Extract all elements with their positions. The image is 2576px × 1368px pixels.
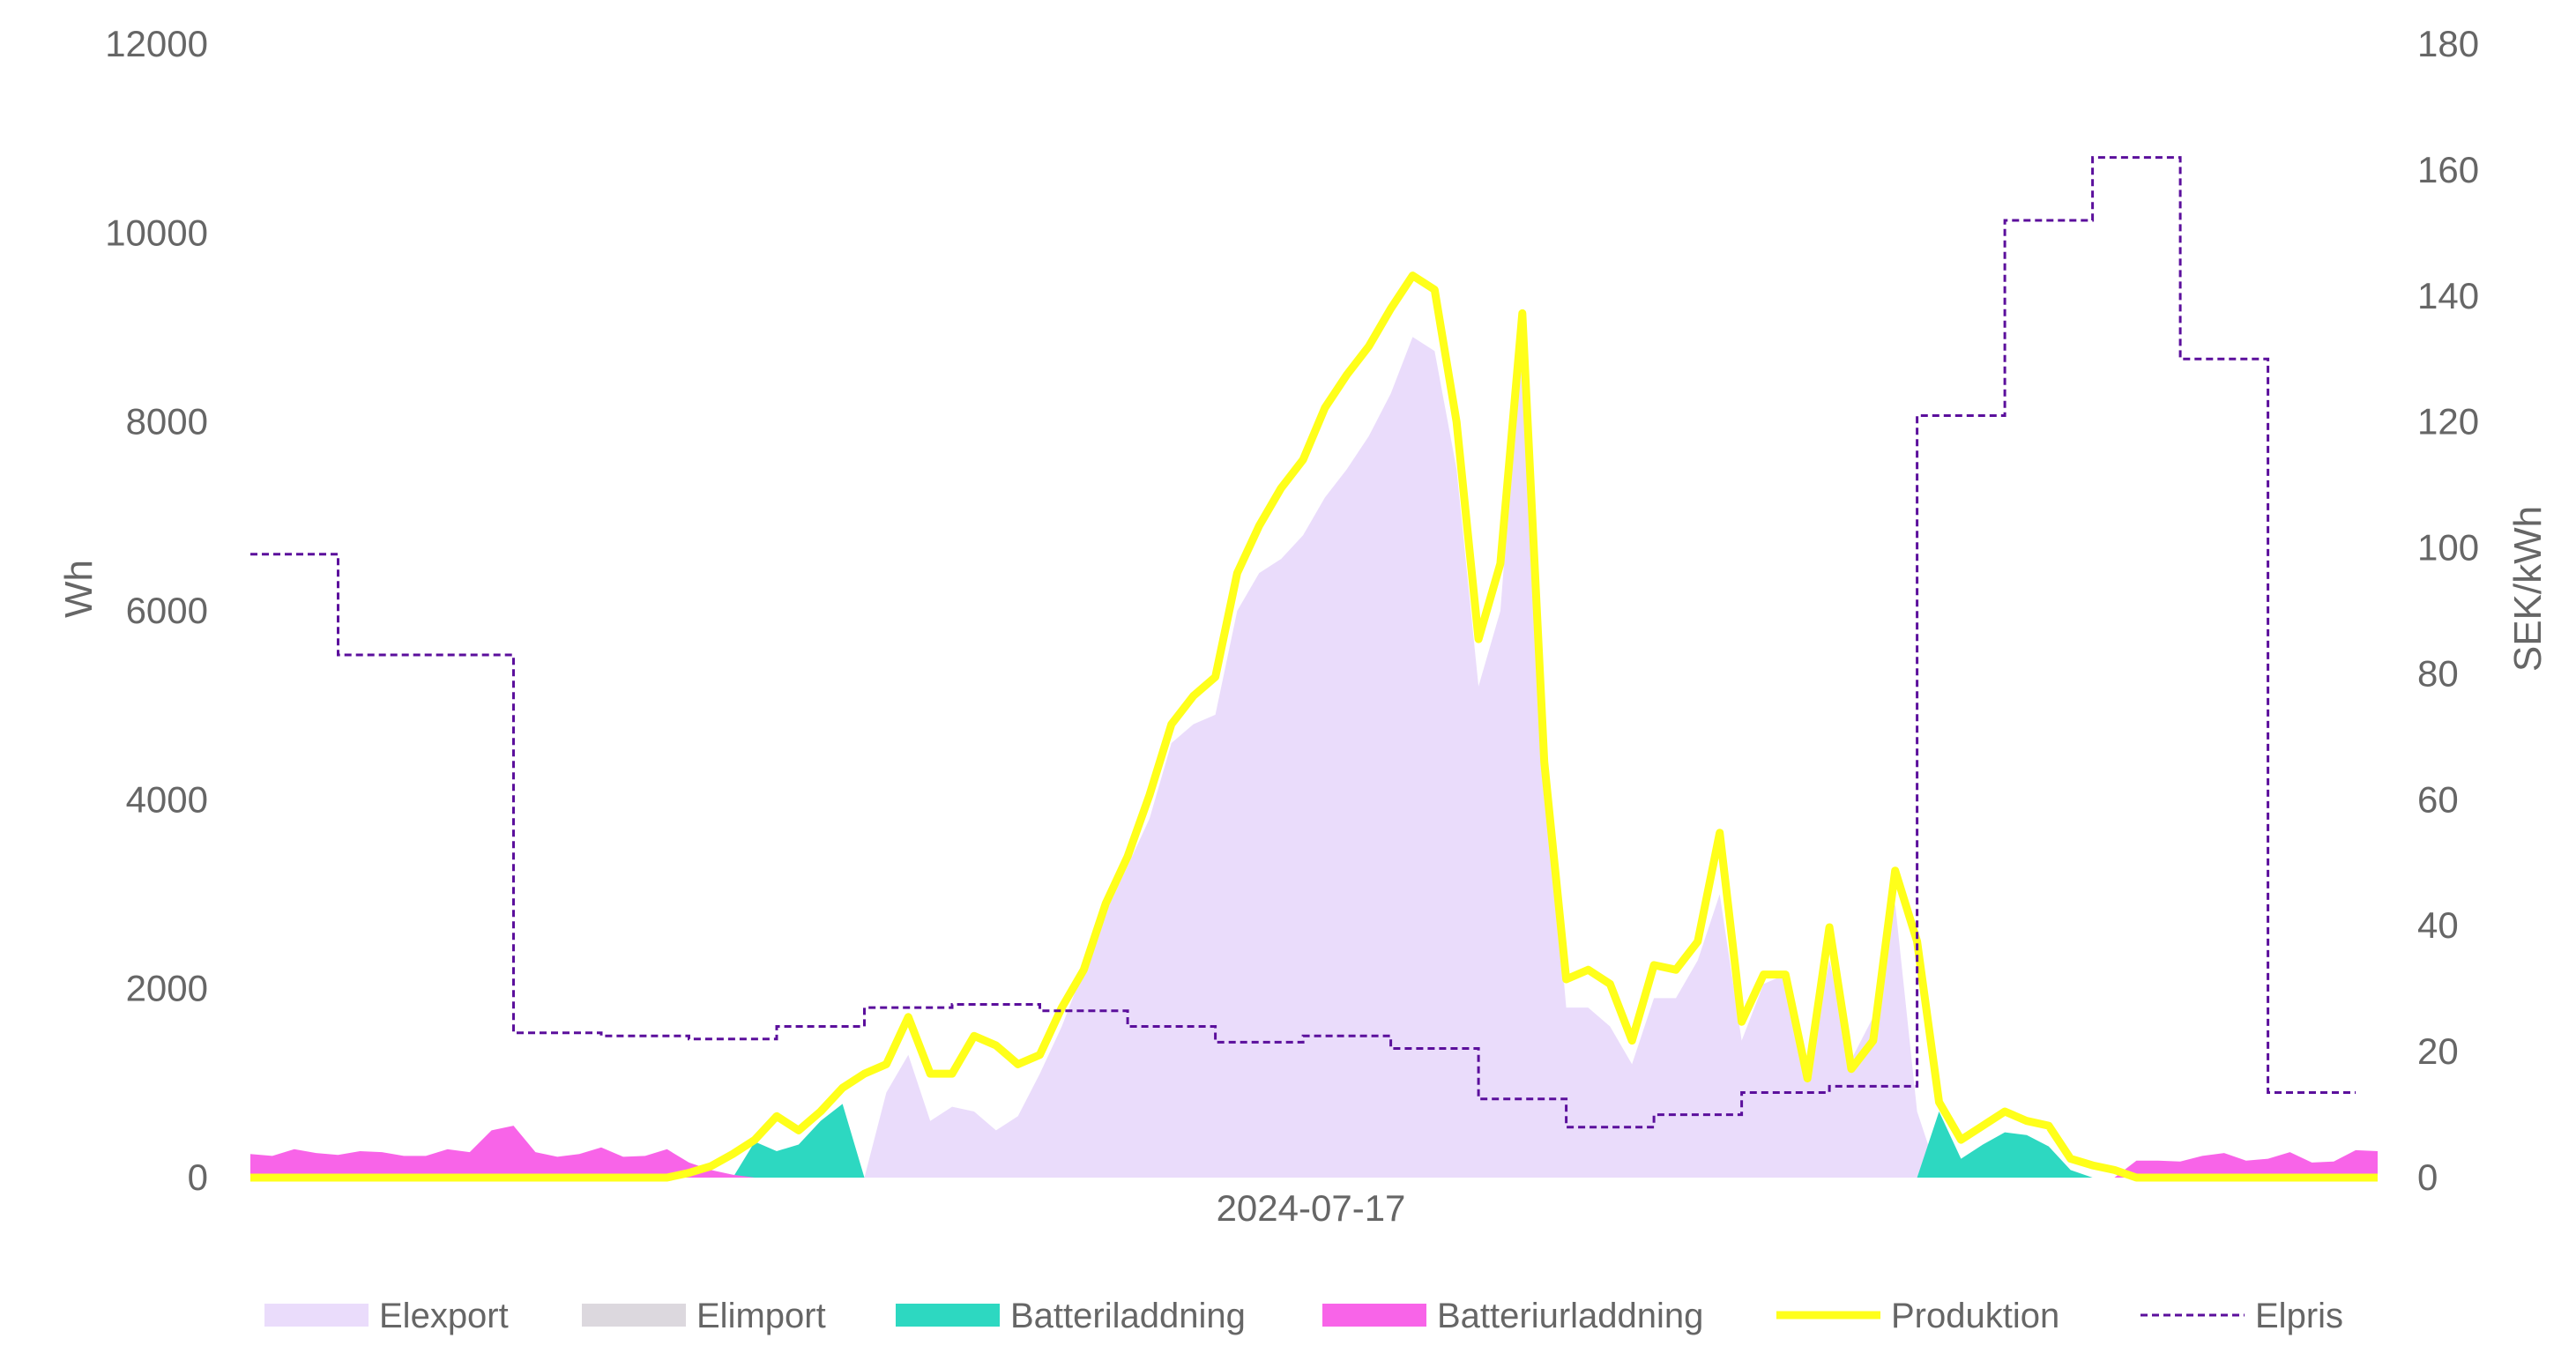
legend-item-elpris: Elpris (2140, 1297, 2343, 1335)
left-tick-label: 8000 (126, 401, 208, 442)
y-axis-title-left: Wh (57, 560, 101, 618)
left-tick-label: 10000 (105, 212, 208, 253)
series-batteriladdning-area (250, 1104, 2378, 1178)
right-tick-label: 100 (2417, 527, 2479, 569)
legend-label: Batteriurladdning (1437, 1297, 1703, 1335)
x-axis-label: 2024-07-17 (1217, 1187, 1406, 1229)
legend-item-batteriladdning: Batteriladdning (896, 1297, 1246, 1335)
series-produktion-line (250, 271, 2378, 1182)
legend-label: Produktion (1891, 1297, 2059, 1335)
area-layer (250, 327, 2378, 1178)
series-elpris-line (250, 156, 2356, 1129)
legend: Elexport Elimport Batteriladdning Batteriur… (264, 1297, 2343, 1335)
series-elexport-area (250, 327, 2378, 1178)
legend-label: Elimport (696, 1297, 826, 1335)
series-batteriurladdning-area (250, 1126, 2378, 1178)
left-tick-label: 4000 (126, 778, 208, 820)
legend-swatch (264, 1304, 369, 1327)
legend-item-elexport: Elexport (264, 1297, 509, 1335)
right-tick-label: 140 (2417, 275, 2479, 316)
left-axis-ticks: 0 2000 4000 6000 8000 10000 12000 (105, 23, 208, 1198)
legend-item-produktion: Produktion (1776, 1297, 2059, 1335)
right-axis-ticks: 0 20 40 60 80 100 120 140 160 180 (2417, 23, 2479, 1198)
legend-item-elimport: Elimport (582, 1297, 826, 1335)
legend-label: Elpris (2255, 1297, 2343, 1335)
right-tick-label: 20 (2417, 1030, 2459, 1072)
line-layer (250, 156, 2378, 1182)
left-tick-label: 0 (188, 1156, 208, 1198)
left-tick-label: 2000 (126, 968, 208, 1009)
right-tick-label: 80 (2417, 652, 2459, 694)
legend-item-batteriurladdning: Batteriurladdning (1322, 1297, 1703, 1335)
left-tick-label: 12000 (105, 23, 208, 64)
left-tick-label: 6000 (126, 590, 208, 631)
legend-swatch (896, 1304, 1000, 1327)
right-tick-label: 180 (2417, 23, 2479, 64)
legend-label: Batteriladdning (1010, 1297, 1246, 1335)
right-tick-label: 60 (2417, 778, 2459, 820)
right-tick-label: 120 (2417, 401, 2479, 442)
right-tick-label: 40 (2417, 904, 2459, 946)
right-tick-label: 0 (2417, 1156, 2438, 1198)
y-axis-title-right: SEK/kWh (2506, 506, 2550, 672)
legend-swatch (582, 1304, 686, 1327)
right-tick-label: 160 (2417, 149, 2479, 190)
legend-label: Elexport (379, 1297, 509, 1335)
legend-swatch (1322, 1304, 1426, 1327)
